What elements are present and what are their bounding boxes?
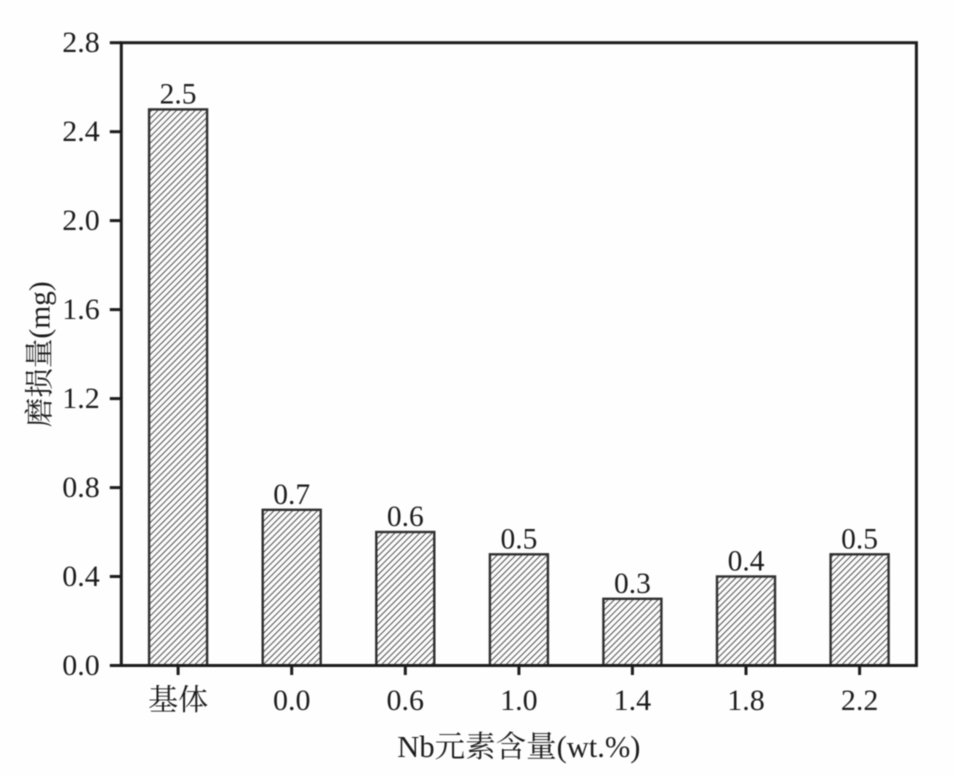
svg-text:0.4: 0.4: [62, 560, 100, 593]
svg-text:0.5: 0.5: [841, 524, 878, 556]
svg-text:(wt.%): (wt.%): [557, 730, 641, 764]
svg-text:0.4: 0.4: [728, 546, 765, 578]
svg-text:1.6: 1.6: [62, 293, 100, 326]
svg-text:2.8: 2.8: [62, 26, 100, 59]
svg-text:2.0: 2.0: [62, 204, 100, 237]
svg-text:1.2: 1.2: [62, 382, 100, 415]
svg-text:2.5: 2.5: [160, 79, 197, 111]
svg-text:1.4: 1.4: [614, 684, 652, 717]
svg-text:Nb: Nb: [397, 730, 434, 764]
svg-text:0.0: 0.0: [62, 649, 100, 682]
svg-text:(mg): (mg): [25, 281, 57, 338]
svg-text:0.6: 0.6: [387, 501, 424, 533]
svg-text:0.6: 0.6: [387, 684, 425, 717]
svg-text:2.2: 2.2: [841, 684, 879, 717]
svg-text:1.0: 1.0: [500, 684, 538, 717]
svg-text:0.3: 0.3: [614, 568, 651, 600]
svg-text:0.8: 0.8: [62, 471, 100, 504]
svg-text:0.7: 0.7: [273, 479, 310, 511]
svg-text:0.0: 0.0: [273, 684, 311, 717]
svg-text:1.8: 1.8: [727, 684, 765, 717]
svg-text:0.5: 0.5: [500, 524, 537, 556]
svg-text:2.4: 2.4: [62, 115, 100, 148]
